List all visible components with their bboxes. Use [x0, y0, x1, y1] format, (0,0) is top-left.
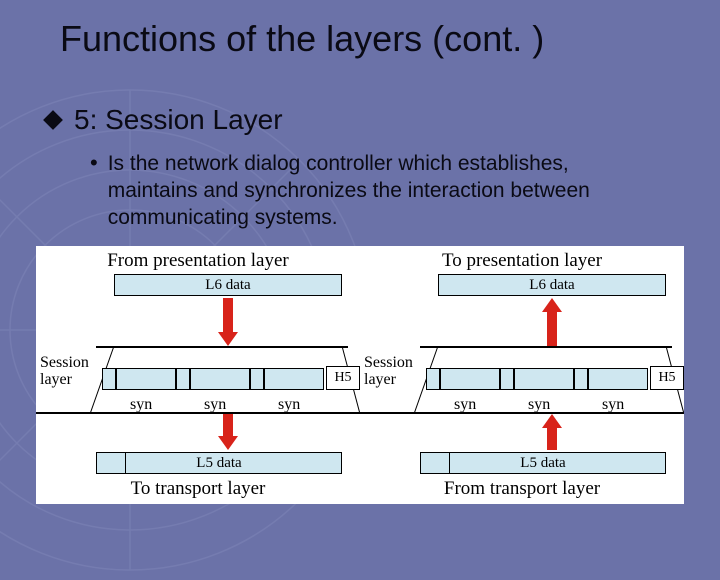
left-syn-2: syn [204, 396, 226, 414]
diamond-bullet-icon [43, 110, 63, 130]
bullet-dot-icon: • [90, 150, 98, 231]
diagram-panel: From presentation layer L6 data Session … [36, 246, 684, 504]
right-top-caption: To presentation layer [360, 250, 684, 272]
right-arrow-bottom [542, 414, 562, 450]
right-syn-1: syn [454, 396, 476, 414]
diagram-left-half: From presentation layer L6 data Session … [36, 246, 360, 504]
right-session-label: Session layer [364, 354, 413, 388]
right-segmented-row [426, 368, 648, 390]
left-segmented-row [102, 368, 324, 390]
subtitle-row: 5: Session Layer [46, 104, 283, 136]
right-h5-box: H5 [650, 366, 684, 390]
right-arrow-top [542, 298, 562, 346]
left-trap-top-line [96, 346, 348, 348]
right-trap-top-line [420, 346, 672, 348]
left-session-label: Session layer [40, 354, 89, 388]
left-top-caption: From presentation layer [36, 250, 360, 272]
left-trap-bottom-line [36, 412, 360, 414]
left-h5-box: H5 [326, 366, 360, 390]
left-l5-header-divider [96, 452, 126, 474]
diagram-right-half: To presentation layer L6 data Session la… [360, 246, 684, 504]
left-bottom-caption: To transport layer [36, 478, 360, 500]
right-bottom-caption: From transport layer [360, 478, 684, 500]
left-l6-data-box: L6 data [114, 274, 342, 296]
subtitle-text: 5: Session Layer [74, 104, 283, 136]
left-l5-data-box: L5 data [96, 452, 342, 474]
right-trap-bottom-line [360, 412, 684, 414]
left-arrow-bottom [218, 414, 238, 450]
body-row: • Is the network dialog controller which… [90, 150, 650, 231]
left-syn-1: syn [130, 396, 152, 414]
right-l5-header-divider [420, 452, 450, 474]
right-l6-data-box: L6 data [438, 274, 666, 296]
right-syn-3: syn [602, 396, 624, 414]
right-syn-2: syn [528, 396, 550, 414]
right-l5-data-box: L5 data [420, 452, 666, 474]
left-syn-3: syn [278, 396, 300, 414]
left-arrow-top [218, 298, 238, 346]
slide-title: Functions of the layers (cont. ) [60, 18, 544, 60]
body-text: Is the network dialog controller which e… [108, 150, 650, 231]
